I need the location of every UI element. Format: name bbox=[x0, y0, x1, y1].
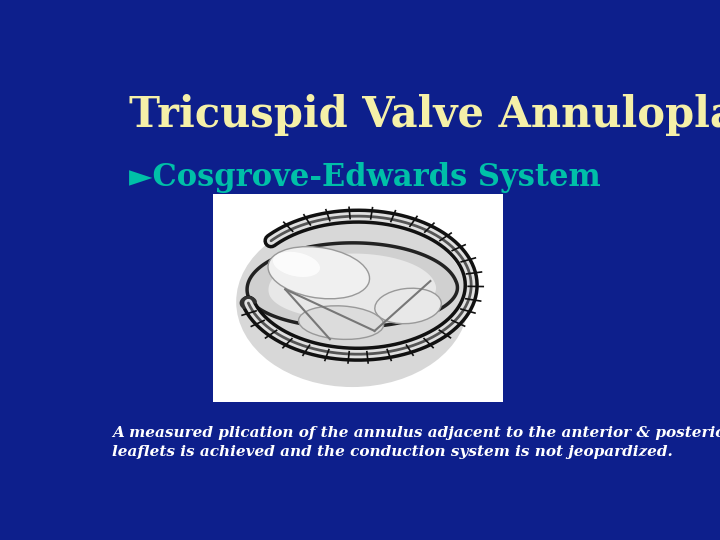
Ellipse shape bbox=[268, 247, 369, 299]
Polygon shape bbox=[247, 243, 457, 328]
Ellipse shape bbox=[273, 252, 320, 277]
Text: A measured plication of the annulus adjacent to the anterior & posterior: A measured plication of the annulus adja… bbox=[112, 426, 720, 440]
Text: ►Cosgrove-Edwards System: ►Cosgrove-Edwards System bbox=[129, 161, 600, 193]
Ellipse shape bbox=[375, 288, 441, 323]
Polygon shape bbox=[269, 254, 436, 320]
Ellipse shape bbox=[236, 217, 468, 387]
Bar bbox=[213, 194, 503, 402]
Text: Tricuspid Valve Annuloplasty: Tricuspid Valve Annuloplasty bbox=[129, 93, 720, 136]
Ellipse shape bbox=[299, 306, 384, 340]
Text: leaflets is achieved and the conduction system is not jeopardized.: leaflets is achieved and the conduction … bbox=[112, 446, 673, 460]
